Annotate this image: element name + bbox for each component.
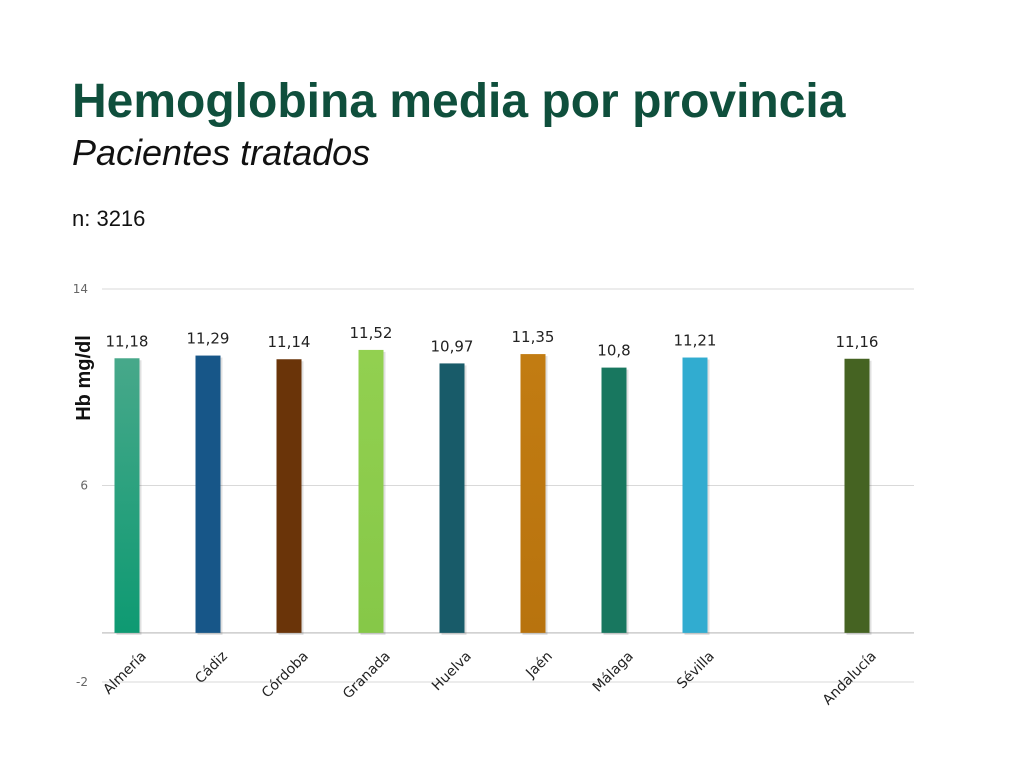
bar xyxy=(844,358,870,633)
bar xyxy=(358,349,384,633)
category-label: Córdoba xyxy=(259,648,312,701)
data-label: 11,35 xyxy=(512,328,555,346)
bar xyxy=(276,359,302,633)
y-axis-label: Hb mg/dl xyxy=(73,335,95,421)
y-tick-label: -2 xyxy=(76,675,88,689)
chart-subtitle: Pacientes tratados xyxy=(72,132,371,173)
bar xyxy=(682,357,708,633)
category-label: Huelva xyxy=(429,648,475,694)
bar xyxy=(601,367,627,633)
bar xyxy=(114,358,140,633)
category-label: Sévilla xyxy=(674,648,718,692)
sample-size: n: 3216 xyxy=(72,206,146,231)
data-label: 11,18 xyxy=(106,332,149,350)
category-label: Andalucía xyxy=(820,648,880,708)
data-label: 10,8 xyxy=(597,342,630,360)
data-label: 11,52 xyxy=(350,324,393,342)
data-label: 11,16 xyxy=(836,333,879,351)
bar xyxy=(439,363,465,633)
y-tick-label: 6 xyxy=(80,479,88,493)
data-label: 11,21 xyxy=(674,332,717,350)
category-label: Cádiz xyxy=(192,648,231,687)
data-label: 10,97 xyxy=(431,337,474,355)
chart-title: Hemoglobina media por provincia xyxy=(72,75,846,128)
bar xyxy=(195,355,221,633)
data-label: 11,29 xyxy=(187,330,230,348)
y-tick-label: 14 xyxy=(73,282,88,296)
category-label: Jaén xyxy=(522,648,555,681)
data-label: 11,14 xyxy=(268,333,311,351)
bar xyxy=(520,354,546,633)
category-label: Granada xyxy=(340,648,394,702)
category-label: Almería xyxy=(100,648,149,697)
category-label: Málaga xyxy=(590,648,637,695)
